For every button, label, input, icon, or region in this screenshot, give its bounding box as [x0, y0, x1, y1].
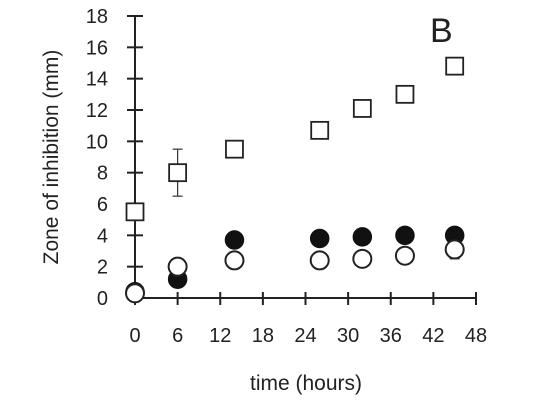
- x-ticks: 0 6 12 18 24 30 36 42 48: [129, 292, 487, 347]
- data-point-open-circle: [125, 283, 145, 304]
- data-point-open-circle: [167, 256, 188, 277]
- x-tick-label: 48: [465, 325, 487, 347]
- y-tick-label: 8: [97, 163, 108, 185]
- data-point-square: [352, 99, 372, 118]
- data-point-open-circle: [394, 245, 415, 266]
- data-marks: [125, 56, 465, 304]
- data-point-open-circle: [309, 250, 330, 271]
- axes: [134, 16, 476, 299]
- y-tick-label: 10: [86, 131, 108, 153]
- x-tick-label: 42: [422, 325, 444, 347]
- error-bars: [172, 148, 460, 268]
- data-point-square: [225, 139, 244, 159]
- y-tick-label: 12: [86, 100, 108, 122]
- x-axis-label: time (hours): [250, 372, 362, 395]
- data-point-open-circle: [352, 248, 373, 269]
- y-tick-label: 18: [86, 6, 108, 28]
- y-tick-label: 6: [97, 194, 108, 216]
- x-tick-label: 24: [294, 325, 316, 347]
- data-point-square: [168, 163, 188, 183]
- data-point-open-circle: [224, 250, 245, 271]
- y-tick-label: 0: [97, 288, 108, 310]
- x-tick-label: 30: [337, 325, 359, 347]
- y-tick-label: 2: [97, 257, 108, 279]
- data-point-filled-circle: [309, 228, 330, 249]
- x-tick-label: 0: [129, 325, 140, 347]
- data-point-square: [125, 202, 145, 222]
- x-tick-label: 18: [252, 325, 274, 347]
- y-tick-label: 14: [86, 69, 108, 91]
- y-tick-label: 16: [86, 37, 108, 59]
- data-point-filled-circle: [224, 230, 245, 250]
- data-point-filled-circle: [395, 225, 415, 246]
- y-axis-label: Zone of inhibition (mm): [40, 50, 63, 265]
- y-tick-label: 4: [97, 225, 108, 247]
- x-tick-label: 12: [209, 325, 231, 347]
- panel-label: B: [430, 12, 453, 50]
- data-point-square: [445, 56, 465, 76]
- data-point-square: [395, 84, 415, 104]
- data-point-square: [310, 120, 330, 140]
- x-tick-label: 6: [172, 325, 183, 347]
- data-point-open-circle: [444, 239, 465, 260]
- data-point-filled-circle: [352, 227, 373, 247]
- x-tick-label: 36: [380, 325, 402, 347]
